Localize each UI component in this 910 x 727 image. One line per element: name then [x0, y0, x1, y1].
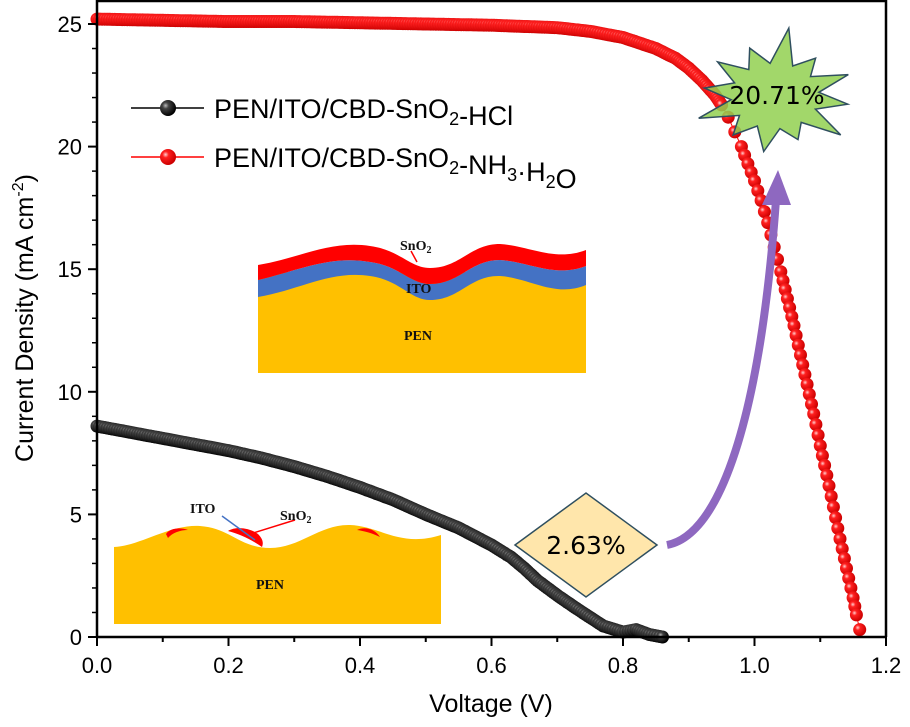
sno2-pointer-2: [249, 519, 296, 535]
series-nh3: [90, 12, 867, 637]
data-point: [798, 368, 812, 382]
data-point: [809, 418, 823, 431]
data-point: [811, 428, 825, 442]
y-tick-label: 25: [58, 12, 82, 37]
inset1-ito-label: ITO: [406, 282, 432, 297]
x-tick-label: 0.0: [82, 653, 113, 678]
data-point: [842, 571, 856, 585]
data-point: [800, 377, 814, 391]
sno2-island-1: [166, 528, 188, 538]
data-point: [835, 542, 849, 556]
ito-pointer: [221, 515, 256, 541]
sno2-pointer: [410, 250, 418, 263]
x-tick-label: 1.2: [871, 653, 902, 678]
ticks: 0.0 0.2 0.4 0.6 0.8 1.0 1.2 0 5 10 15 20 25: [58, 12, 902, 678]
arrow-head-icon: [762, 170, 791, 205]
data-point: [826, 500, 840, 514]
y-tick-label: 15: [58, 257, 82, 282]
inset1-pen-label: PEN: [404, 329, 432, 344]
data-point: [787, 319, 801, 333]
sno2-island-3: [357, 528, 380, 537]
data-point: [849, 608, 863, 622]
inset2-sno2-label: SnO2: [280, 509, 311, 526]
x-tick-label: 0.6: [476, 653, 507, 678]
y-tick-label: 5: [70, 502, 82, 527]
data-point: [813, 439, 827, 453]
legend-marker: [160, 149, 176, 165]
data-point: [791, 338, 805, 352]
inset2-ito-label: ITO: [190, 502, 216, 517]
arrow-shaft: [666, 199, 780, 549]
data-point: [757, 205, 771, 219]
x-axis-title: Voltage (V): [429, 690, 553, 718]
legend-item: PEN/ITO/CBD-SnO2-HCl: [131, 94, 513, 131]
inset1-sno2-label: SnO2: [400, 239, 431, 256]
data-point: [837, 552, 851, 565]
callout-text-hcl: 2.63%: [546, 531, 625, 560]
y-axis-title: Current Density (mA cm-2): [10, 174, 39, 462]
legend-item: PEN/ITO/CBD-SnO2-NH3·H2O: [131, 143, 577, 194]
inset-uncoated-structure: ITO SnO2 PEN: [114, 502, 441, 624]
legend-label: PEN/ITO/CBD-SnO2-NH3·H2O: [214, 143, 577, 194]
x-tick-label: 0.8: [608, 653, 639, 678]
starburst-shape: [698, 25, 851, 154]
ito-layer: [258, 260, 586, 300]
data-point: [831, 521, 845, 535]
series-layer: [90, 12, 867, 644]
data-point: [824, 489, 838, 503]
x-tick-label: 1.0: [739, 653, 770, 678]
data-point: [789, 328, 803, 342]
x-tick-label: 0.2: [213, 653, 244, 678]
inset2-pen-label: PEN: [256, 578, 284, 593]
data-point: [748, 174, 761, 188]
data-point: [822, 479, 836, 493]
sno2-layer: [258, 244, 586, 284]
y-axis-title-main: Current Density (mA cm: [11, 197, 39, 462]
x-tick-label: 0.4: [345, 653, 376, 678]
callout-text-nh3: 20.71%: [729, 81, 824, 110]
y-tick-label: 20: [58, 135, 82, 160]
data-point: [853, 623, 867, 637]
data-point: [805, 397, 818, 411]
legend-label: PEN/ITO/CBD-SnO2-HCl: [214, 94, 513, 131]
y-axis-title-sup: -2: [10, 182, 27, 196]
legend: PEN/ITO/CBD-SnO2-HCl PEN/ITO/CBD-SnO2-NH3…: [131, 94, 577, 194]
data-point: [794, 348, 807, 362]
efficiency-callout-nh3: 20.71%: [698, 25, 851, 154]
data-point: [796, 358, 810, 372]
data-point: [844, 581, 858, 595]
y-axis-title-close: ): [11, 174, 39, 182]
inset-coated-structure: SnO2 ITO PEN: [258, 239, 586, 373]
diamond-shape: [513, 492, 659, 598]
data-point: [807, 407, 821, 421]
legend-marker: [160, 100, 176, 116]
pen-surface: [258, 274, 586, 300]
y-tick-label: 10: [58, 380, 82, 405]
data-point: [840, 561, 853, 575]
pen-substrate: [114, 524, 441, 624]
efficiency-callout-hcl: 2.63%: [513, 492, 659, 598]
data-point: [820, 468, 834, 482]
data-point: [751, 184, 765, 198]
y-tick-label: 0: [70, 625, 82, 650]
improvement-arrow: [666, 170, 791, 549]
data-point: [815, 449, 829, 463]
series-hcl: [90, 419, 669, 644]
data-point: [802, 387, 816, 401]
data-point: [829, 511, 843, 525]
data-point: [833, 532, 847, 546]
data-point: [818, 458, 832, 472]
